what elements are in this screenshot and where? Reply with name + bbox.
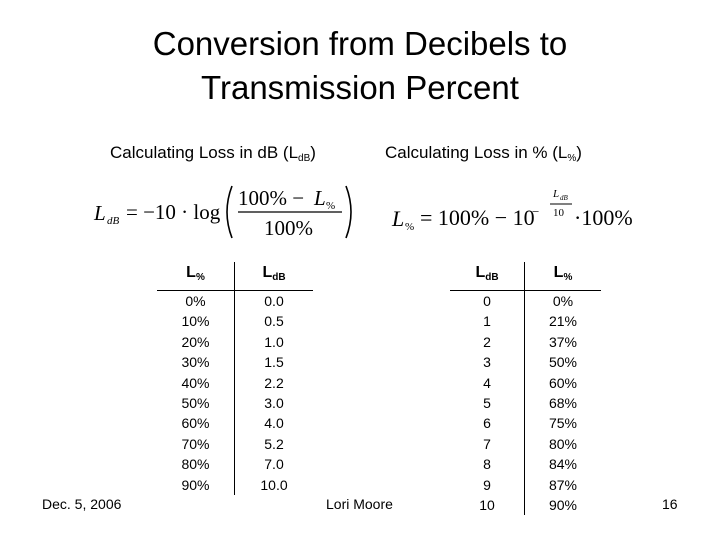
cell-db: 7.0 (264, 456, 284, 473)
cell-db: 6 (450, 413, 525, 434)
cell-db: 2.2 (264, 374, 284, 391)
cell-percent: 87% (548, 476, 578, 493)
cell-percent: 60% (548, 374, 578, 391)
table-row: 70% 5.2 (157, 433, 313, 455)
table-row: 6 75% (450, 413, 601, 434)
cell-percent: 90% (157, 474, 235, 496)
cell-percent: 50% (157, 393, 235, 414)
svg-text:dB: dB (560, 194, 569, 202)
table-row: 0% 0.0 (157, 290, 313, 312)
cell-db: 5 (450, 393, 525, 414)
cell-percent: 21% (548, 313, 578, 330)
footer-author: Lori Moore (326, 496, 393, 512)
cell-db: 10.0 (260, 476, 288, 493)
slide-title: Conversion from Decibels to Transmission… (0, 22, 720, 110)
cell-db: 4.0 (264, 415, 284, 432)
table-row: 4 60% (450, 372, 601, 394)
cell-percent: 30% (157, 352, 235, 373)
table-header-row: LdB L% (450, 262, 601, 291)
svg-text:L: L (391, 206, 404, 231)
table-row: 7 80% (450, 433, 601, 455)
header-percent: L% (524, 262, 601, 291)
cell-db: 2 (450, 331, 525, 353)
cell-percent: 80% (157, 454, 235, 475)
table-row: 0 0% (450, 290, 601, 312)
cell-percent: 37% (548, 333, 578, 350)
cell-db: 1 (450, 311, 525, 332)
cell-percent: 60% (157, 413, 235, 434)
table-row: 80% 7.0 (157, 454, 313, 475)
right-heading: Calculating Loss in % (L%) (385, 143, 582, 164)
svg-text:L: L (552, 188, 559, 200)
cell-percent: 80% (548, 435, 578, 452)
cell-db: 0 (450, 290, 525, 312)
cell-percent: 50% (548, 354, 578, 371)
svg-text:= 100% − 10: = 100% − 10 (420, 205, 535, 230)
svg-text:%: % (326, 200, 335, 212)
svg-text:100%: 100% (264, 216, 313, 240)
table-row: 30% 1.5 (157, 352, 313, 373)
svg-text:100% −: 100% − (238, 186, 304, 210)
table-header-row: L% LdB (157, 262, 313, 291)
table-row: 10% 0.5 (157, 311, 313, 332)
cell-percent: 0% (157, 290, 235, 312)
svg-text:L: L (313, 186, 326, 210)
cell-db: 5.2 (264, 435, 284, 452)
table-row: 90% 10.0 (157, 474, 313, 496)
percent-loss-formula: L % = 100% − 10 − L dB 10 ·100% (391, 188, 633, 233)
table-row: 20% 1.0 (157, 331, 313, 353)
svg-text:L: L (93, 201, 106, 225)
header-db: LdB (234, 262, 313, 291)
svg-text:10: 10 (553, 207, 565, 219)
svg-text:·100%: ·100% (574, 205, 633, 230)
table-row: 2 37% (450, 331, 601, 353)
footer-page-number: 16 (662, 496, 678, 512)
header-db: LdB (450, 262, 525, 291)
svg-text:dB: dB (107, 215, 120, 227)
table-row: 9 87% (450, 474, 601, 496)
table-row: 10 90% (450, 495, 601, 516)
table-row: 3 50% (450, 352, 601, 373)
cell-db: 1.0 (264, 333, 284, 350)
cell-db: 0.0 (264, 293, 284, 309)
cell-db: 9 (450, 474, 525, 496)
table-row: 40% 2.2 (157, 372, 313, 394)
cell-db: 3.0 (264, 395, 284, 412)
svg-text:= −10 · log: = −10 · log (126, 200, 221, 224)
cell-db: 3 (450, 352, 525, 373)
cell-db: 4 (450, 372, 525, 394)
cell-percent: 0% (552, 293, 574, 309)
cell-percent: 75% (548, 415, 578, 432)
table-row: 50% 3.0 (157, 393, 313, 414)
table-row: 1 21% (450, 311, 601, 332)
cell-db: 8 (450, 454, 525, 475)
left-heading: Calculating Loss in dB (LdB) (110, 143, 316, 164)
table-row: 8 84% (450, 454, 601, 475)
cell-percent: 40% (157, 372, 235, 394)
cell-db: 7 (450, 433, 525, 455)
cell-percent: 70% (157, 433, 235, 455)
svg-text:%: % (405, 221, 414, 233)
table-row: 60% 4.0 (157, 413, 313, 434)
cell-db: 10 (450, 495, 525, 516)
db-conversion-table: L% LdB 0% 0.0 10% 0.5 20% 1.0 30% 1.5 40% 2.2… (157, 262, 313, 496)
cell-percent: 90% (548, 497, 578, 514)
cell-percent: 20% (157, 331, 235, 353)
cell-percent: 68% (548, 395, 578, 412)
cell-db: 1.5 (264, 354, 284, 371)
percent-conversion-table: LdB L% 0 0% 1 21% 2 37% 3 50% 4 60% 5 68% 6 75%… (450, 262, 601, 516)
cell-db: 0.5 (264, 313, 284, 330)
title-line-2: Transmission Percent (201, 69, 519, 106)
svg-text:−: − (532, 204, 539, 219)
table-row: 5 68% (450, 393, 601, 414)
db-loss-formula: L dB = −10 · log 100% − L % 100% (93, 185, 352, 240)
header-percent: L% (157, 262, 235, 291)
title-line-1: Conversion from Decibels to (152, 25, 568, 62)
cell-percent: 84% (548, 456, 578, 473)
footer-date: Dec. 5, 2006 (42, 496, 122, 512)
cell-percent: 10% (157, 311, 235, 332)
